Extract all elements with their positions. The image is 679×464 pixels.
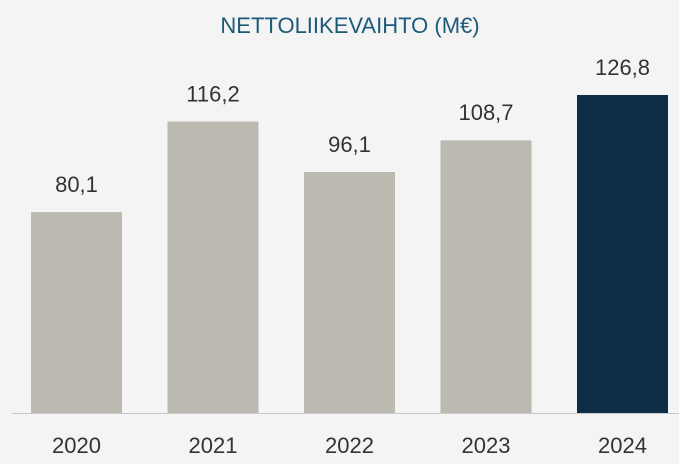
bar — [304, 171, 395, 413]
bar — [167, 121, 259, 414]
bar — [577, 95, 668, 413]
chart-title: NETTOLIIKEVAIHTO (M€) — [220, 13, 479, 38]
value-label: 108,7 — [458, 100, 513, 125]
value-label: 126,8 — [595, 55, 650, 80]
x-tick-label: 2020 — [52, 433, 101, 458]
value-label: 116,2 — [186, 81, 239, 106]
x-tick-label: 2022 — [325, 433, 374, 458]
value-label: 96,1 — [328, 132, 371, 157]
x-tick-label: 2021 — [189, 433, 238, 458]
x-tick-label: 2024 — [598, 433, 647, 458]
bar — [31, 212, 122, 413]
value-label: 80,1 — [55, 172, 98, 197]
x-tick-label: 2023 — [462, 433, 511, 458]
bar — [440, 140, 532, 413]
